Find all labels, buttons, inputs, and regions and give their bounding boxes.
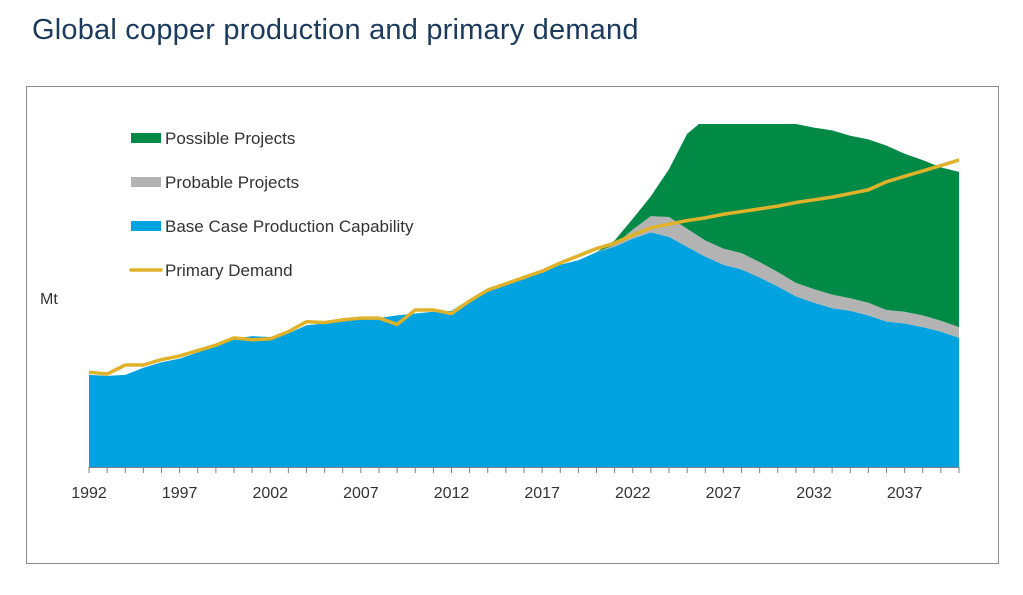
legend-swatch-probable-projects <box>131 177 161 187</box>
legend-swatch-base-case-production-capability <box>131 221 161 231</box>
area-base-case-production-capability <box>89 232 959 467</box>
x-tick-label: 2007 <box>343 485 379 502</box>
x-tick-label: 2012 <box>434 485 470 502</box>
line-primary-demand <box>89 158 959 376</box>
x-tick-label: 2002 <box>252 485 288 502</box>
area-possible-projects <box>89 124 959 376</box>
legend-swatch-possible-projects <box>131 133 161 143</box>
legend-label-primary-demand: Primary Demand <box>165 261 293 280</box>
chart-frame <box>26 86 999 564</box>
x-tick-label: 1992 <box>71 485 107 502</box>
x-tick-label: 1997 <box>162 485 198 502</box>
x-tick-label: 2032 <box>796 485 832 502</box>
legend-label-probable-projects: Probable Projects <box>165 173 299 192</box>
legend-label-possible-projects: Possible Projects <box>165 129 295 148</box>
x-tick-label: 2017 <box>524 485 560 502</box>
x-axis-ticks: 1992 1997 2002 2007 2012 2017 2022 2027 2032 2037 <box>71 467 960 502</box>
x-tick-label: 2022 <box>615 485 651 502</box>
x-tick-label: 2037 <box>887 485 923 502</box>
line-layer <box>89 158 959 376</box>
legend-label-base-case-production-capability: Base Case Production Capability <box>165 217 414 236</box>
legend: Possible Projects Probable Projects Base C… <box>129 129 414 280</box>
area-probable-projects <box>89 216 959 376</box>
area-layers <box>89 124 959 467</box>
y-axis-label: Mt <box>40 291 58 308</box>
chart-title: Global copper production and primary dem… <box>32 14 639 46</box>
x-tick-label: 2027 <box>706 485 742 502</box>
